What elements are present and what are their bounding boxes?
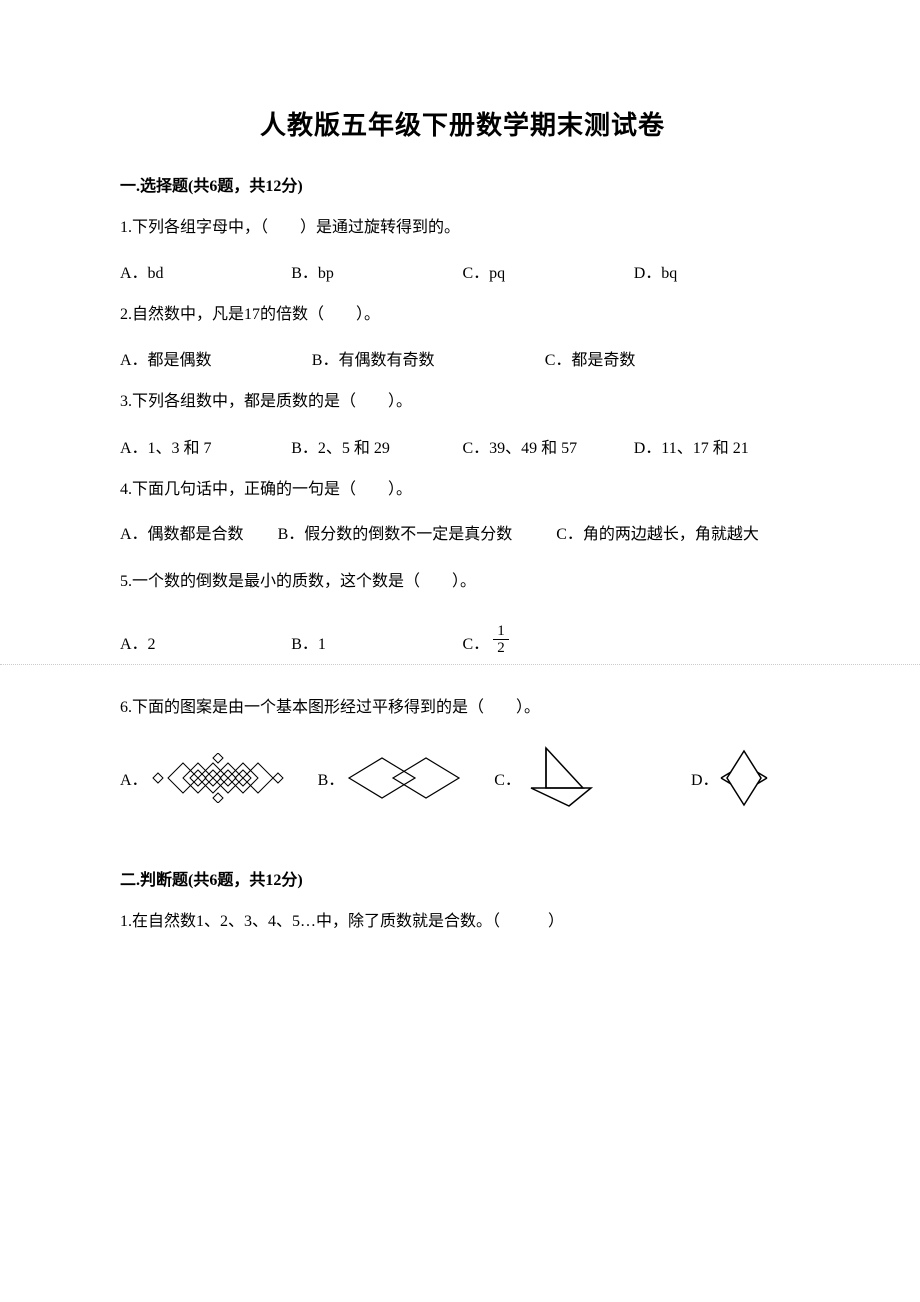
q6-opt-b-label: B． — [318, 766, 345, 790]
q5-dotted-divider-row: A．2 B．1 C． 1 2 — [120, 625, 805, 659]
page-title: 人教版五年级下册数学期末测试卷 — [120, 105, 805, 142]
q6-text: 6.下面的图案是由一个基本图形经过平移得到的是（ ）。 — [120, 694, 805, 721]
q3-opt-b: B．2、5 和 29 — [291, 434, 462, 458]
q1-opt-b: B．bp — [291, 259, 462, 283]
q5-text: 5.一个数的倒数是最小的质数，这个数是（ ）。 — [120, 568, 805, 595]
section-2-header: 二.判断题(共6题，共12分) — [120, 866, 805, 890]
q3-text: 3.下列各组数中，都是质数的是（ ）。 — [120, 388, 805, 415]
q3-options: A．1、3 和 7 B．2、5 和 29 C．39、49 和 57 D．11、1… — [120, 434, 805, 458]
exam-page: 人教版五年级下册数学期末测试卷 一.选择题(共6题，共12分) 1.下列各组字母… — [0, 0, 920, 1013]
diamond-with-wings-icon — [719, 748, 769, 808]
dotted-line-icon — [0, 664, 920, 665]
q4-text: 4.下面几句话中，正确的一句是（ ）。 — [120, 476, 805, 503]
section-1-header: 一.选择题(共6题，共12分) — [120, 172, 805, 196]
sailboat-triangle-icon — [521, 746, 601, 811]
q2-text: 2.自然数中，凡是17的倍数（ ）。 — [120, 301, 805, 328]
q6-options: A． — [120, 746, 805, 831]
q1-opt-d: D．bq — [634, 259, 805, 283]
q1-opt-a: A．bd — [120, 259, 291, 283]
q2-options: A．都是偶数 B．有偶数有奇数 C．都是奇数 — [120, 346, 805, 370]
fraction-denominator: 2 — [493, 640, 509, 657]
two-overlapping-diamonds-icon — [344, 753, 464, 803]
q3-opt-a: A．1、3 和 7 — [120, 434, 291, 458]
fraction-one-half: 1 2 — [493, 623, 509, 657]
fraction-numerator: 1 — [493, 623, 509, 641]
q3-opt-d: D．11、17 和 21 — [634, 434, 805, 458]
q6-opt-a-label: A． — [120, 766, 148, 790]
q6-opt-c-label: C． — [494, 766, 521, 790]
q1-text: 1.下列各组字母中，（ ）是通过旋转得到的。 — [120, 214, 805, 241]
q1-options: A．bd B．bp C．pq D．bq — [120, 259, 805, 283]
q6-opt-c: C． — [494, 746, 601, 811]
q5-opt-b: B．1 — [291, 630, 462, 654]
q6-opt-d: D． — [691, 748, 769, 808]
q2-opt-b: B．有偶数有奇数 — [312, 346, 545, 370]
interlocking-diamonds-icon — [148, 753, 288, 803]
q3-opt-c: C．39、49 和 57 — [463, 434, 634, 458]
q4-options: A．偶数都是合数 B．假分数的倒数不一定是真分数 C．角的两边越长，角就越大 — [120, 521, 805, 550]
q2-opt-c: C．都是奇数 — [545, 346, 805, 370]
q4-opt-a: A．偶数都是合数 — [120, 526, 244, 543]
q5-opt-c: C． 1 2 — [463, 625, 634, 659]
q5-opt-a: A．2 — [120, 630, 291, 654]
q6-opt-b: B． — [318, 753, 465, 803]
q2-opt-a: A．都是偶数 — [120, 346, 312, 370]
q6-opt-a: A． — [120, 753, 288, 803]
q4-opt-c: C．角的两边越长，角就越大 — [556, 526, 759, 543]
q6-opt-d-label: D． — [691, 766, 719, 790]
q5-opt-c-prefix: C． — [463, 630, 490, 654]
s2-q1-text: 1.在自然数1、2、3、4、5…中，除了质数就是合数。（ ） — [120, 908, 805, 935]
q4-opt-b: B．假分数的倒数不一定是真分数 — [278, 526, 513, 543]
q1-opt-c: C．pq — [463, 259, 634, 283]
